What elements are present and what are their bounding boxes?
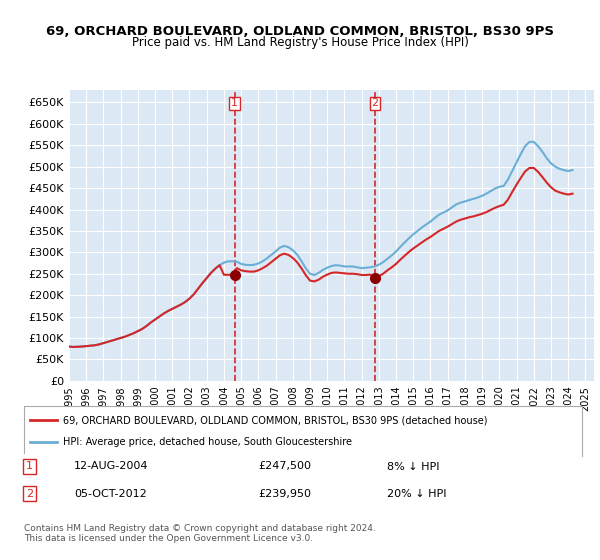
Text: Contains HM Land Registry data © Crown copyright and database right 2024.
This d: Contains HM Land Registry data © Crown c… — [24, 524, 376, 543]
Text: 69, ORCHARD BOULEVARD, OLDLAND COMMON, BRISTOL, BS30 9PS (detached house): 69, ORCHARD BOULEVARD, OLDLAND COMMON, B… — [63, 415, 488, 425]
Text: HPI: Average price, detached house, South Gloucestershire: HPI: Average price, detached house, Sout… — [63, 437, 352, 447]
Text: £247,500: £247,500 — [259, 461, 311, 472]
Text: 2: 2 — [371, 99, 379, 108]
Text: Price paid vs. HM Land Registry's House Price Index (HPI): Price paid vs. HM Land Registry's House … — [131, 36, 469, 49]
Text: 2: 2 — [26, 488, 33, 498]
Text: 1: 1 — [231, 99, 238, 108]
Text: 12-AUG-2004: 12-AUG-2004 — [74, 461, 149, 472]
Text: 20% ↓ HPI: 20% ↓ HPI — [387, 488, 446, 498]
Text: 05-OCT-2012: 05-OCT-2012 — [74, 488, 147, 498]
Text: 8% ↓ HPI: 8% ↓ HPI — [387, 461, 439, 472]
Text: £239,950: £239,950 — [259, 488, 311, 498]
Text: 1: 1 — [26, 461, 33, 472]
Text: 69, ORCHARD BOULEVARD, OLDLAND COMMON, BRISTOL, BS30 9PS: 69, ORCHARD BOULEVARD, OLDLAND COMMON, B… — [46, 25, 554, 38]
